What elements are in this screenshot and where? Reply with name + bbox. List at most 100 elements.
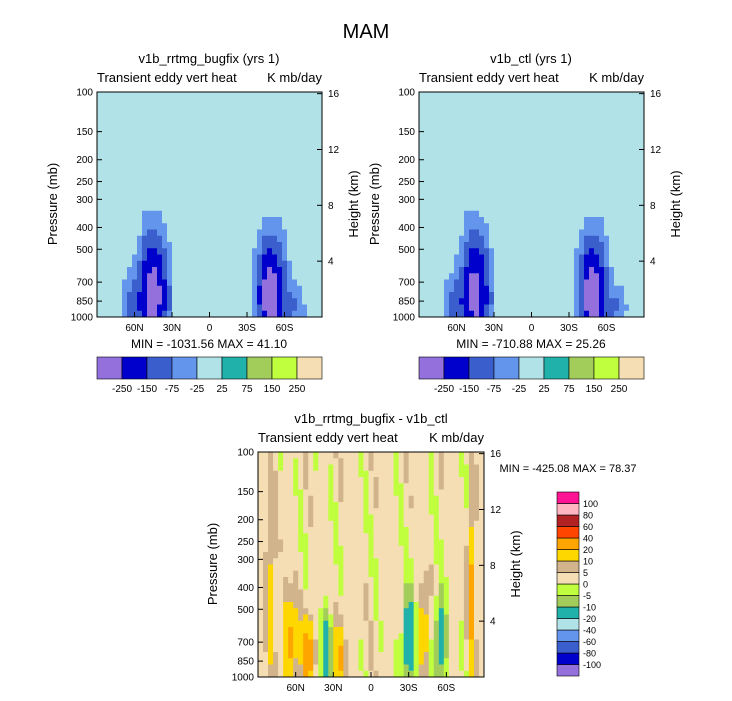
field-cell [584,298,590,305]
field-cell [383,533,390,540]
field-cell [318,627,324,634]
field-cell [484,248,490,255]
field-cell [614,154,620,162]
field-cell [132,254,138,262]
field-cell [378,470,385,478]
field-cell [287,223,293,230]
field-cell [127,229,133,237]
field-cell [418,664,425,672]
field-cell [449,129,455,137]
field-cell [307,273,313,280]
field-cell [137,254,143,262]
field-cell [268,558,274,565]
field-cell [464,154,470,162]
field-cell [393,602,400,609]
field-cell [524,98,530,105]
field-cell [368,645,375,653]
field-cell [504,273,510,280]
field-cell [453,533,460,540]
field-cell [564,285,570,293]
field-cell [302,160,308,168]
panel-3-title: v1b_rrtmg_bugfix - v1b_ctl [294,411,447,426]
field-cell [514,304,520,312]
field-cell [388,577,395,584]
field-cell [429,173,435,180]
field-cell [408,602,415,609]
field-cell [177,92,183,99]
field-cell [419,273,425,280]
field-cell [192,279,198,287]
field-cell [564,217,570,224]
field-cell [549,173,555,180]
field-cell [363,608,369,615]
field-cell [473,583,480,590]
field-cell [564,142,570,149]
field-cell [237,279,243,287]
field-cell [629,198,635,205]
field-cell [262,304,268,312]
field-cell [478,583,485,590]
field-cell [624,148,630,155]
field-cell [499,123,505,130]
field-cell [438,645,445,653]
field-cell [343,589,349,597]
field-cell [604,242,610,249]
field-cell [429,310,435,318]
field-cell [278,495,284,503]
field-cell [458,633,465,640]
field-cell [469,267,475,274]
field-cell [504,173,510,180]
field-cell [263,577,269,584]
field-cell [549,292,555,299]
field-cell [97,179,103,187]
field-cell [509,254,515,262]
field-cell [584,285,590,293]
field-cell [202,210,208,218]
field-cell [252,217,258,224]
field-cell [423,533,430,540]
field-cell [122,135,128,143]
field-cell [408,595,415,603]
field-cell [423,570,430,578]
field-cell [107,123,113,130]
field-cell [478,545,485,553]
field-cell [514,292,520,299]
field-cell [549,123,555,130]
field-cell [227,154,233,162]
field-cell [463,639,470,647]
field-cell [343,633,349,640]
field-cell [127,154,133,162]
field-cell [97,204,103,212]
field-cell [192,104,198,112]
field-cell [594,254,600,262]
field-cell [278,545,284,553]
field-cell [539,167,545,174]
field-cell [212,179,218,187]
field-cell [474,179,480,187]
field-cell [444,285,450,293]
field-cell [268,489,274,497]
field-cell [564,173,570,180]
field-cell [343,639,349,647]
field-cell [519,185,525,193]
field-cell [388,583,395,590]
field-cell [373,483,380,490]
y-tick-label: 700 [76,278,93,289]
y-tick-label: 400 [76,223,93,234]
field-cell [559,260,565,268]
panel-2: v1b_ctl (yrs 1) Transient eddy vert heat… [367,51,683,395]
field-cell [479,304,485,312]
field-cell [463,502,470,509]
field-cell [97,135,103,143]
field-cell [147,198,153,205]
field-cell [298,539,304,547]
field-cell [222,298,228,305]
field-cell [317,217,323,224]
field-cell [609,142,615,149]
field-cell [589,285,595,293]
field-cell [323,583,329,590]
field-cell [403,502,410,509]
field-cell [303,583,309,590]
field-cell [263,458,269,465]
field-cell [343,477,349,484]
